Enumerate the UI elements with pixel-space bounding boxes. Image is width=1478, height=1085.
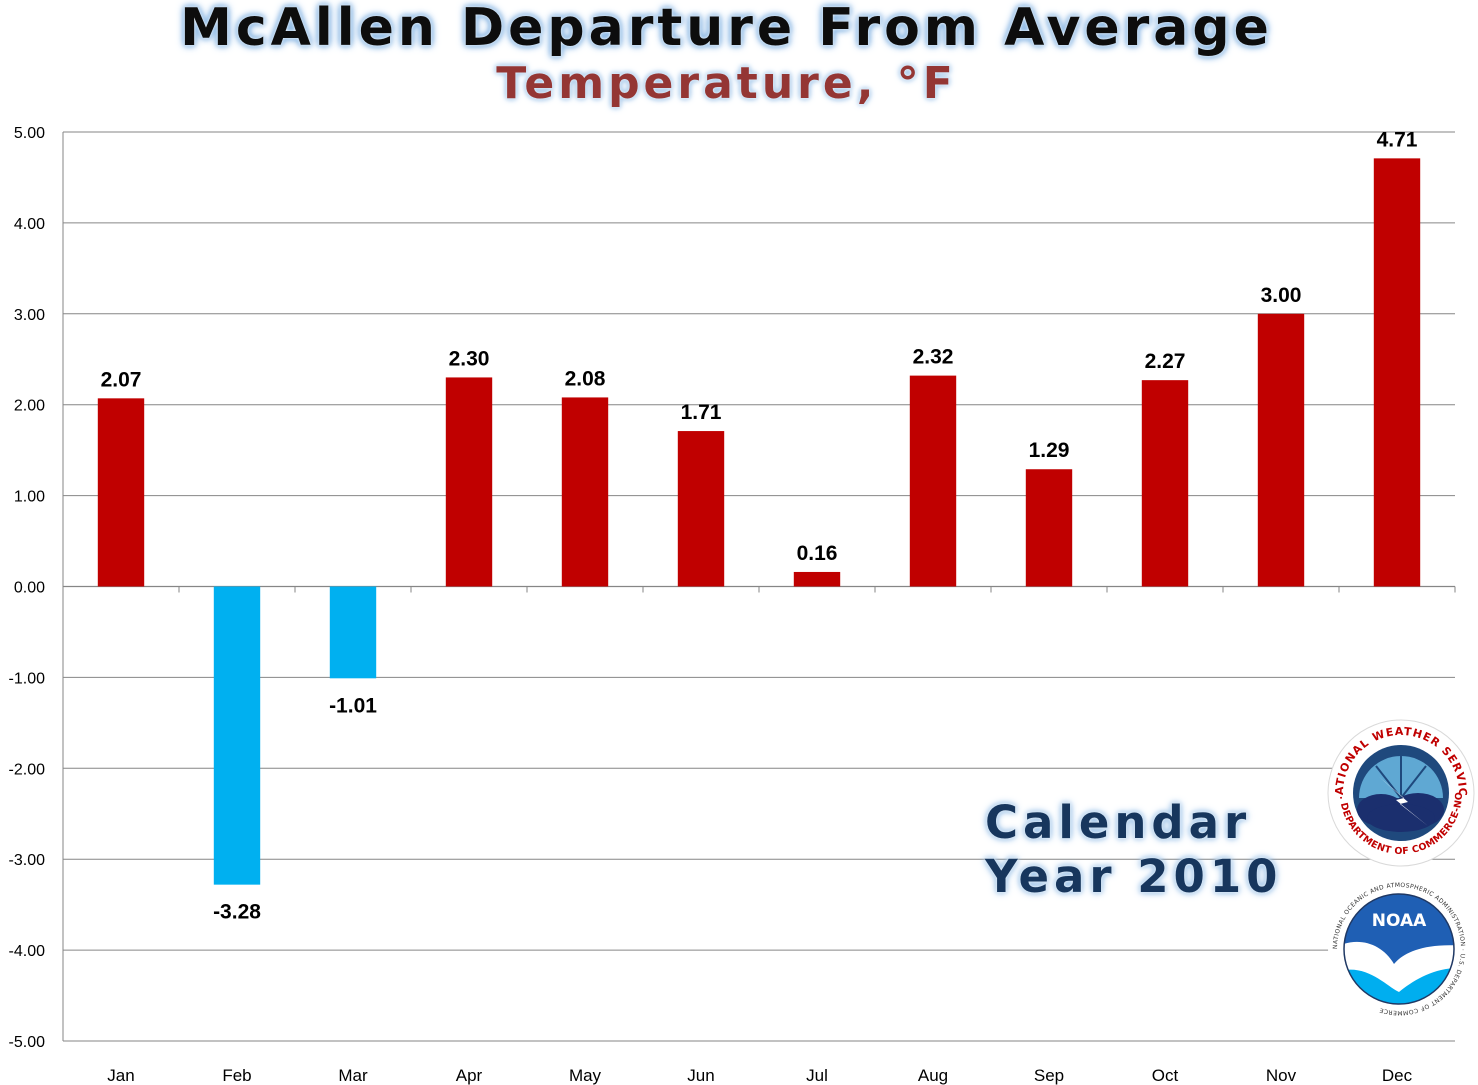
x-tick-label: Jun: [687, 1066, 714, 1085]
annotation-line-1: Calendar: [985, 796, 1252, 849]
y-tick-label: 0.00: [14, 580, 45, 597]
x-tick-label: Feb: [222, 1066, 251, 1085]
x-tick-label: Aug: [918, 1066, 948, 1085]
noaa-logo-icon: NATIONAL OCEANIC AND ATMOSPHERIC ADMINIS…: [1328, 878, 1470, 1020]
x-tick-label: Sep: [1034, 1066, 1064, 1085]
y-tick-label: -1.00: [9, 670, 46, 687]
x-tick-label: May: [569, 1066, 602, 1085]
chart-title: McAllen Departure From Average: [180, 0, 1273, 58]
data-label: 2.08: [565, 367, 606, 390]
bar: [1257, 313, 1305, 587]
data-label: 2.30: [449, 347, 490, 370]
data-label: 2.07: [101, 368, 142, 391]
data-label: 3.00: [1261, 284, 1302, 307]
x-tick-label: Jul: [806, 1066, 828, 1085]
bar: [561, 397, 609, 587]
calendar-year-annotation: Calendar Year 2010: [985, 796, 1285, 904]
data-label: -3.28: [213, 901, 261, 924]
x-tick-label: Apr: [456, 1066, 483, 1085]
data-label: 1.29: [1029, 439, 1070, 462]
y-tick-label: -4.00: [9, 943, 46, 960]
y-tick-label: -3.00: [9, 852, 46, 869]
x-tick-label: Nov: [1266, 1066, 1297, 1085]
data-label: 4.71: [1377, 128, 1418, 151]
data-label: -1.01: [329, 694, 377, 717]
bar: [909, 375, 957, 587]
x-tick-label: Mar: [338, 1066, 368, 1085]
bar: [445, 377, 493, 587]
y-tick-label: 4.00: [14, 216, 45, 233]
data-label: 0.16: [797, 542, 838, 565]
x-tick-label: Jan: [107, 1066, 134, 1085]
y-tick-label: -5.00: [9, 1034, 46, 1051]
data-label: 1.71: [681, 401, 722, 424]
y-tick-label: 1.00: [14, 489, 45, 506]
bar: [1025, 469, 1073, 587]
chart-subtitle: Temperature, °F: [496, 58, 957, 109]
y-tick-label: -2.00: [9, 761, 46, 778]
bar: [213, 586, 261, 885]
bar: [97, 398, 145, 587]
bar: [1373, 158, 1421, 587]
bar: [677, 431, 725, 587]
y-tick-label: 2.00: [14, 398, 45, 415]
y-tick-label: 5.00: [14, 125, 45, 142]
bar: [329, 586, 377, 679]
noaa-logo-text: NOAA: [1372, 911, 1427, 931]
bar: [793, 571, 841, 587]
x-tick-label: Oct: [1152, 1066, 1179, 1085]
data-label: 2.27: [1145, 350, 1186, 373]
data-label: 2.32: [913, 346, 954, 369]
annotation-line-2: Year 2010: [985, 850, 1283, 903]
x-tick-label: Dec: [1382, 1066, 1413, 1085]
nws-logo-icon: NATIONAL WEATHER SERVICE U.S. DEPARTMENT…: [1326, 718, 1475, 867]
y-tick-label: 3.00: [14, 307, 45, 324]
bar: [1141, 380, 1189, 587]
